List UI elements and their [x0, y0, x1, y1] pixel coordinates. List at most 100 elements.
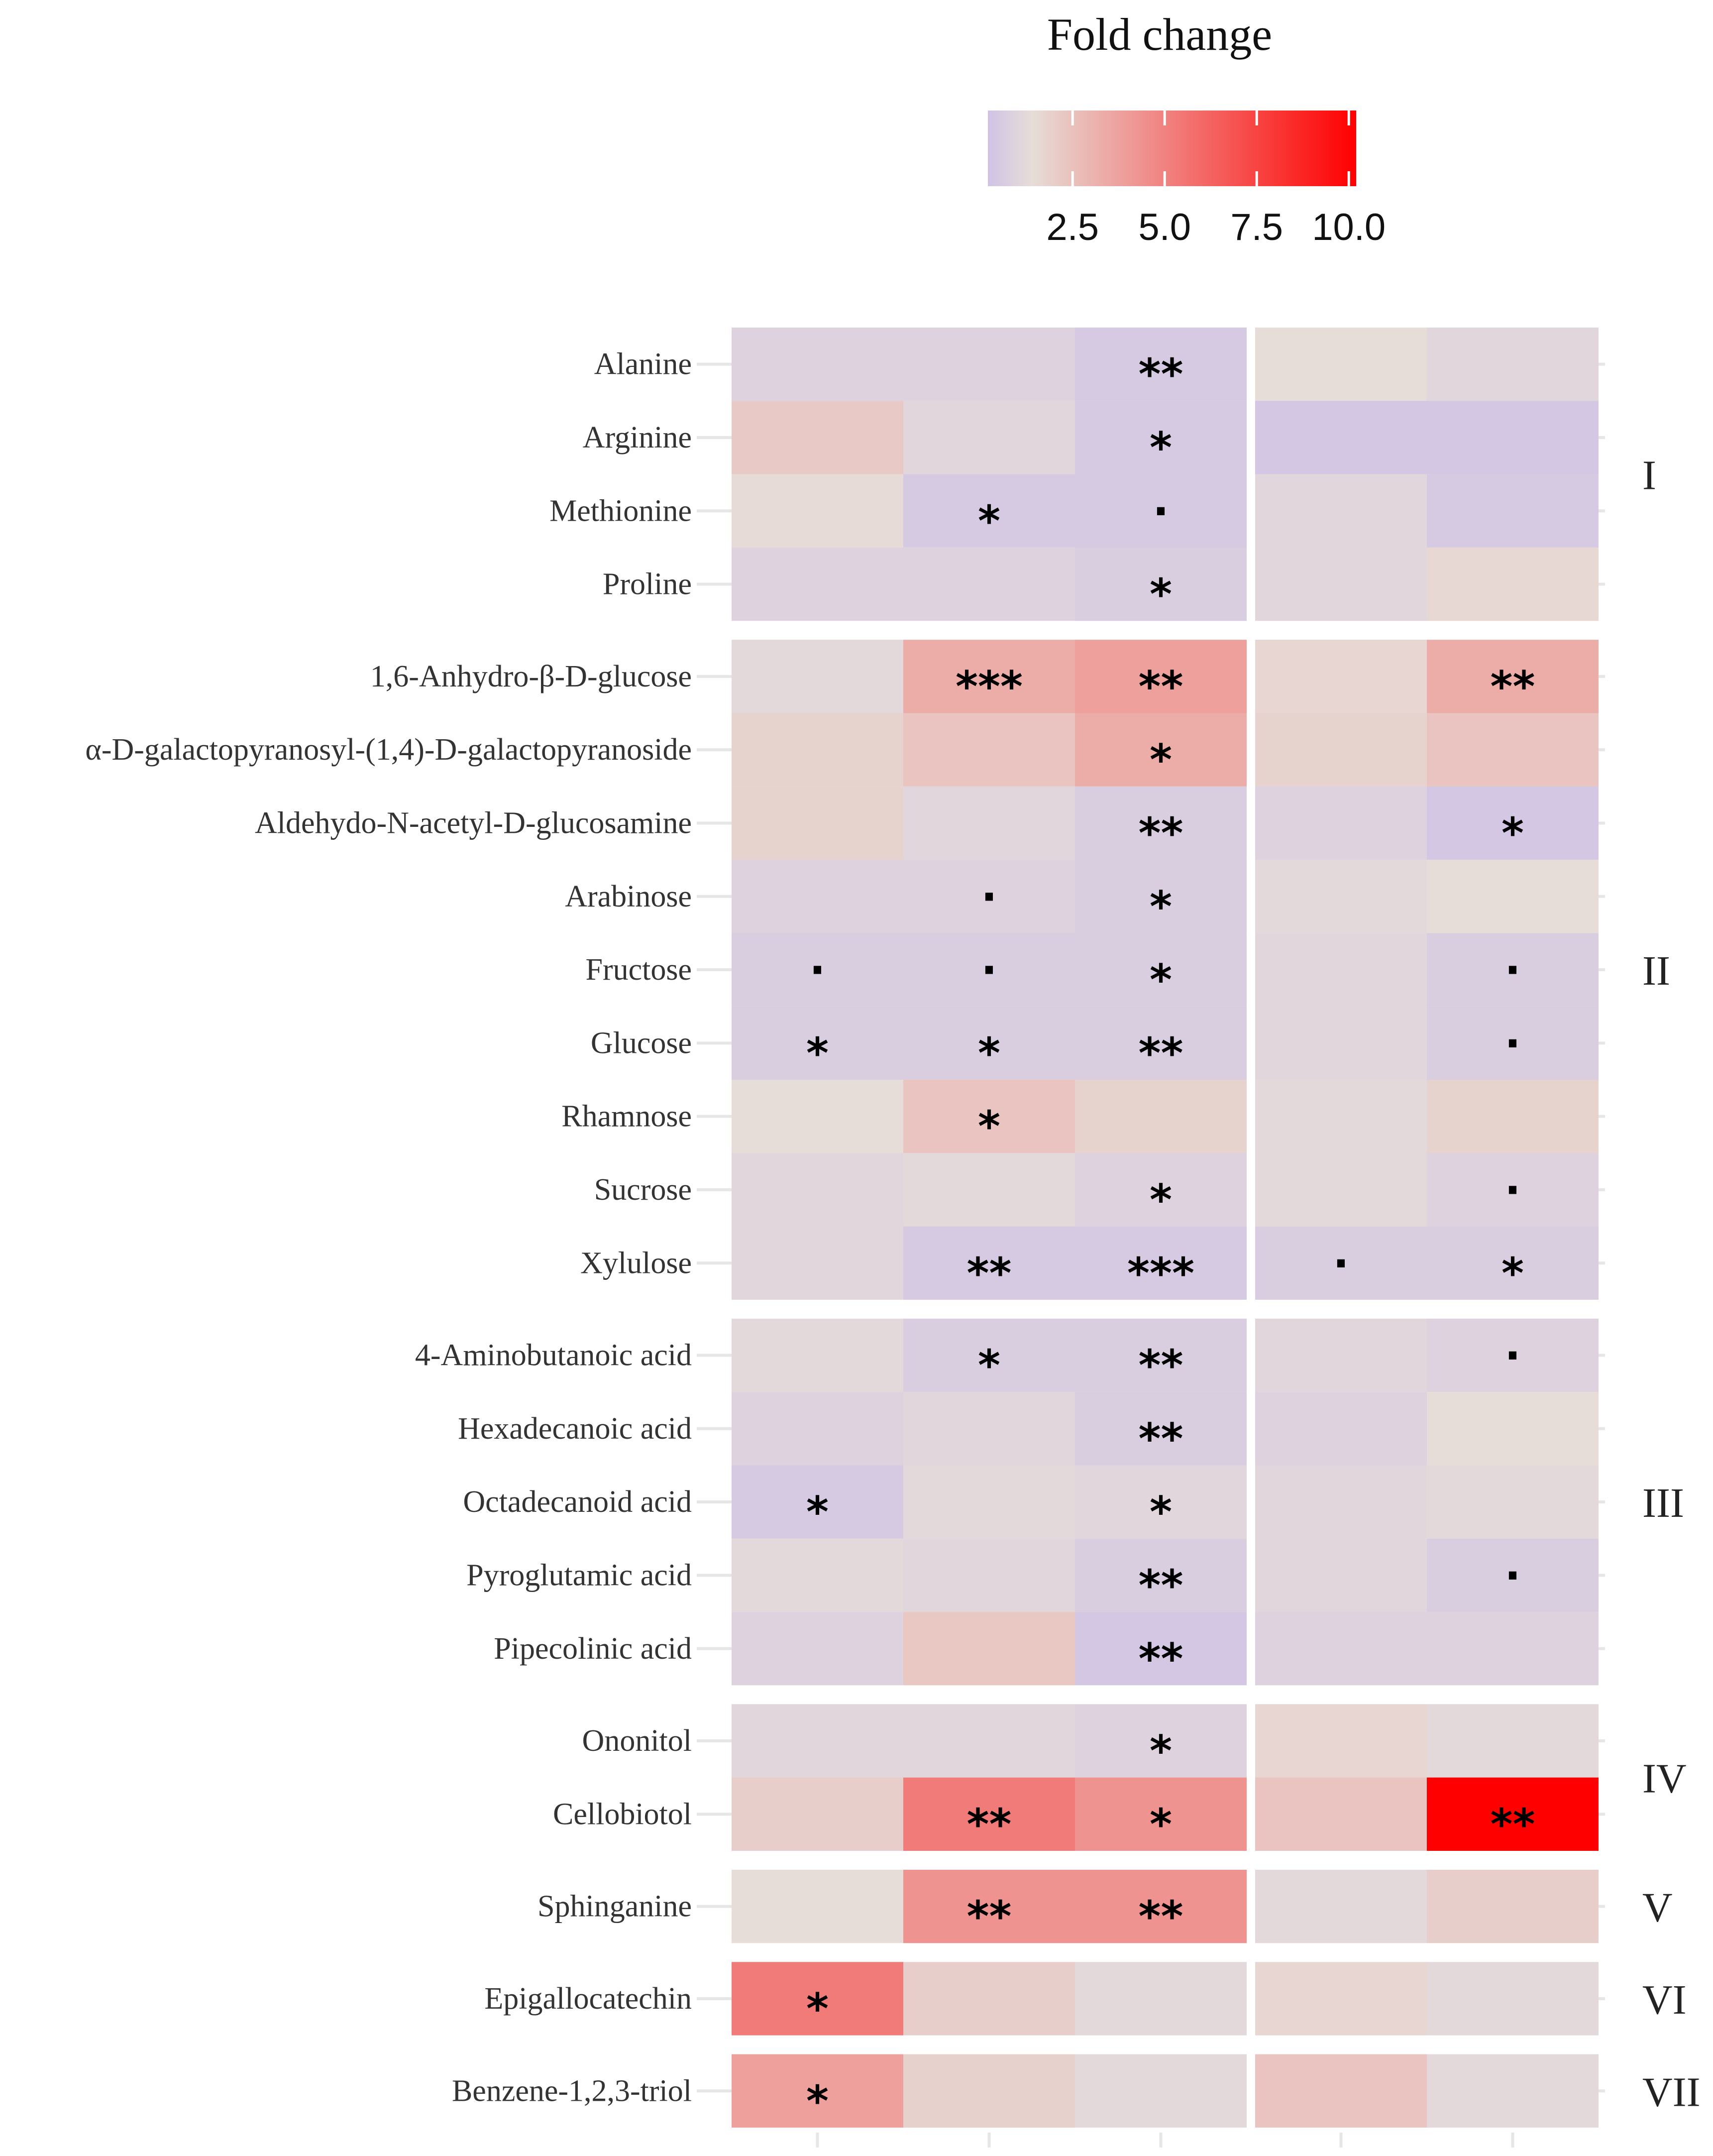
heatmap-cell: [1075, 713, 1247, 787]
significance-mark: *: [1150, 1487, 1172, 1537]
heatmap-cell: [1075, 328, 1247, 401]
significance-mark: *: [1501, 1248, 1524, 1298]
row-pipecolinic-acid: ** Pipecolinic acid: [494, 1612, 1599, 1686]
group-ii: *** ** **1,6-Anhydro-β-D-glucose*α-D-galac…: [85, 640, 1670, 1300]
heatmap-cell: [732, 1962, 903, 2036]
group-vii: * Benzene-1,2,3-triol VII: [452, 2054, 1701, 2128]
heatmap-cell: [1255, 1392, 1427, 1466]
heatmap-cell: [732, 1612, 903, 1686]
significance-mark: *: [1150, 735, 1172, 785]
heatmap-cell: [903, 401, 1075, 474]
row-proline: * Proline: [603, 547, 1599, 621]
heatmap-cell: [1075, 1226, 1247, 1300]
group-label: I: [1642, 453, 1656, 499]
row-arabinose: · * Arabinose: [565, 860, 1599, 933]
heatmap-cell: [732, 1080, 903, 1153]
heatmap-cell: [1255, 1870, 1427, 1943]
significance-mark: ***: [956, 662, 1023, 712]
heatmap-cell: [1075, 1962, 1247, 2036]
row-label: Hexadecanoic acid: [458, 1412, 692, 1446]
heatmap-cell: [732, 2054, 903, 2128]
heatmap-cell: [1075, 1777, 1247, 1851]
heatmap-cell: [732, 547, 903, 621]
group-v: ** ** Sphinganine V: [537, 1870, 1673, 1943]
significance-mark: *: [806, 1028, 829, 1078]
row-1-6-anhydro-d-glucose: *** ** **1,6-Anhydro-β-D-glucose: [370, 640, 1599, 713]
significance-mark: *: [806, 1487, 829, 1537]
significance-mark: **: [1139, 808, 1183, 858]
row-epigallocatechin: * Epigallocatechin: [484, 1962, 1599, 2036]
heatmap-cell: [1427, 1226, 1599, 1300]
significance-mark: *: [1150, 1175, 1172, 1225]
row-arginine: * Arginine: [583, 401, 1599, 474]
row-label: α-D-galactopyranosyl-(1,4)-D-galactopyra…: [85, 733, 692, 767]
significance-mark: **: [967, 1892, 1012, 1942]
heatmap-cell: [1427, 2054, 1599, 2128]
heatmap-cell: [1427, 786, 1599, 860]
legend-tick-label: 2.5: [1046, 206, 1099, 248]
heatmap-cell: [903, 1153, 1075, 1227]
row-glucose: * * ** ·Glucose: [591, 1006, 1599, 1080]
significance-mark: *: [1150, 1800, 1172, 1849]
heatmap-cell: [903, 1777, 1075, 1851]
heatmap-cell: [903, 1080, 1075, 1153]
row-label: Benzene-1,2,3-triol: [452, 2074, 692, 2108]
significance-mark: *: [978, 1028, 1000, 1078]
heatmap-cell: [1075, 786, 1247, 860]
heatmap-cell: [1075, 1465, 1247, 1539]
heatmap-cell: [1255, 1704, 1427, 1778]
heatmap-cell: [732, 933, 903, 1007]
legend-title: Fold change: [1047, 9, 1272, 60]
heatmap-cell: [1075, 1153, 1247, 1227]
heatmap-cell: [903, 1612, 1075, 1686]
row-fructose: · · * · Fructose: [585, 933, 1599, 1007]
heatmap-cell: [1427, 1318, 1599, 1392]
heatmap-cell: [903, 786, 1075, 860]
significance-mark: ·: [981, 945, 997, 995]
row-label: Aldehydo-N-acetyl-D-glucosamine: [255, 806, 692, 840]
heatmap-cell: [1427, 1962, 1599, 2036]
heatmap-cell: [1075, 933, 1247, 1007]
heatmap-cell: [732, 1538, 903, 1612]
heatmap-cell: [1075, 1006, 1247, 1080]
heatmap-cell: [1075, 1080, 1247, 1153]
heatmap-cell: [1427, 328, 1599, 401]
significance-mark: **: [1491, 662, 1535, 712]
heatmap-cell: [1255, 474, 1427, 548]
group-label: V: [1642, 1885, 1673, 1931]
heatmap-cell: [1255, 2054, 1427, 2128]
significance-mark: ·: [809, 945, 826, 995]
heatmap-cell: [1427, 1080, 1599, 1153]
row-hexadecanoic-acid: ** Hexadecanoic acid: [458, 1392, 1599, 1466]
heatmap-cell: [1427, 547, 1599, 621]
significance-mark: **: [1491, 1800, 1535, 1849]
heatmap-cell: [1255, 786, 1427, 860]
significance-mark: ·: [1504, 1165, 1521, 1215]
row-label: Epigallocatechin: [484, 1982, 692, 2016]
heatmap-cell: [732, 1318, 903, 1392]
heatmap-cell: [1075, 1612, 1247, 1686]
significance-mark: ·: [1333, 1239, 1349, 1288]
row-label: Arginine: [583, 421, 692, 454]
row-alanine: ** Alanine: [594, 328, 1599, 401]
heatmap-cell: [903, 1318, 1075, 1392]
legend-tick-label: 7.5: [1230, 206, 1283, 248]
heatmap-body: **Alanine*Arginine* ·Methionine*ProlineI*…: [85, 328, 1701, 2128]
row-pyroglutamic-acid: ** · Pyroglutamic acid: [466, 1538, 1599, 1612]
heatmap-cell: [1255, 401, 1427, 474]
row-label: 4-Aminobutanoic acid: [415, 1339, 692, 1372]
heatmap-cell: [903, 1465, 1075, 1539]
heatmap-cell: [1427, 1870, 1599, 1943]
heatmap-cell: [1255, 1153, 1427, 1227]
row-label: Sphinganine: [537, 1890, 692, 1924]
heatmap-cell: [1075, 474, 1247, 548]
legend-colorbar: [988, 111, 1356, 186]
heatmap-cell: [1255, 933, 1427, 1007]
heatmap-cell: [903, 1226, 1075, 1300]
heatmap-cell: [732, 1153, 903, 1227]
heatmap-cell: [732, 860, 903, 933]
heatmap-cell: [1255, 1962, 1427, 2036]
heatmap-cell: [732, 786, 903, 860]
